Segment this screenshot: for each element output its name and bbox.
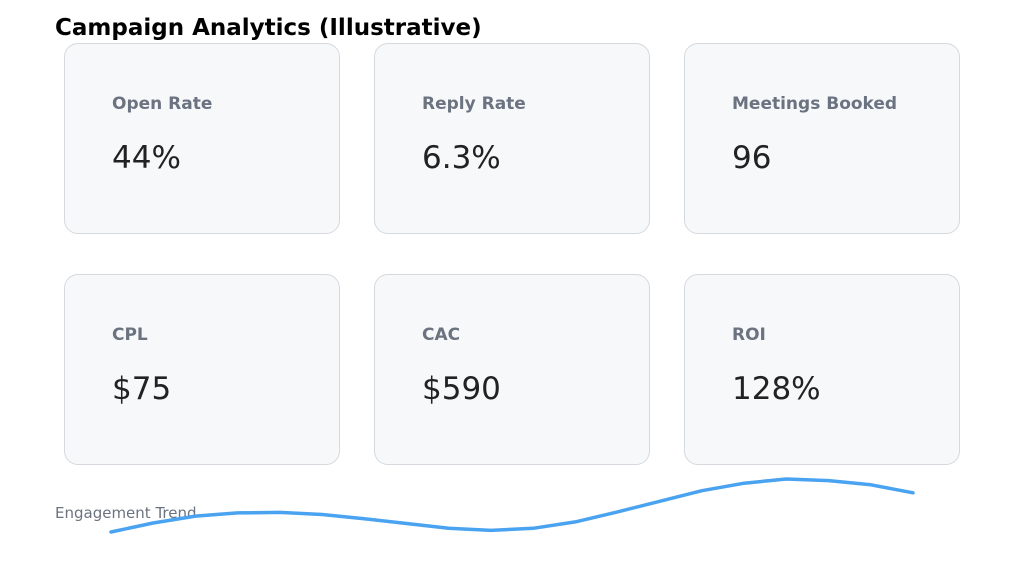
- kpi-card-value: 44%: [112, 140, 181, 176]
- page-title: Campaign Analytics (Illustrative): [55, 15, 482, 41]
- kpi-card-label: Reply Rate: [422, 94, 526, 114]
- kpi-card-value: 96: [732, 140, 772, 176]
- kpi-card-roi: ROI 128%: [684, 274, 960, 465]
- kpi-card-value: $75: [112, 371, 172, 407]
- kpi-card-meetings-booked: Meetings Booked 96: [684, 43, 960, 234]
- kpi-card-label: Meetings Booked: [732, 94, 898, 114]
- kpi-card-label: CAC: [422, 325, 461, 345]
- kpi-card-label: Open Rate: [112, 94, 213, 114]
- kpi-card-reply-rate: Reply Rate 6.3%: [374, 43, 650, 234]
- kpi-card-value: 128%: [732, 371, 821, 407]
- engagement-trend-label: Engagement Trend: [55, 504, 197, 522]
- kpi-card-cpl: CPL $75: [64, 274, 340, 465]
- kpi-card-label: CPL: [112, 325, 148, 345]
- kpi-card-label: ROI: [732, 325, 766, 345]
- kpi-card-open-rate: Open Rate 44%: [64, 43, 340, 234]
- kpi-card-cac: CAC $590: [374, 274, 650, 465]
- kpi-card-value: 6.3%: [422, 140, 501, 176]
- kpi-card-value: $590: [422, 371, 501, 407]
- engagement-trend-line: [109, 477, 915, 534]
